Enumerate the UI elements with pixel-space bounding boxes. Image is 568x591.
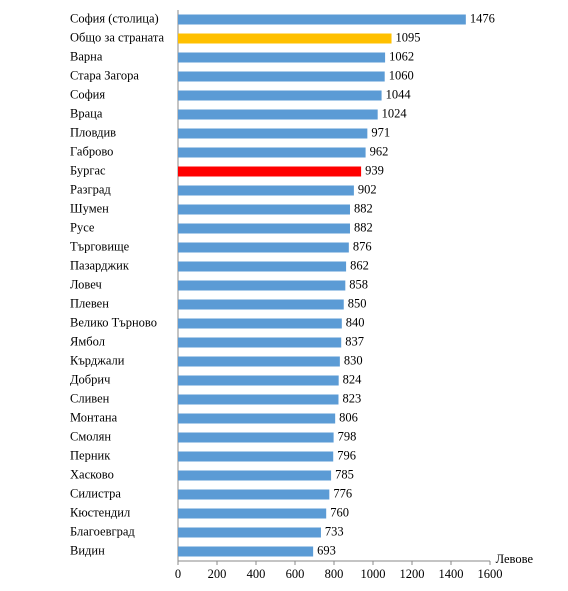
y-tick-label: Хасково <box>70 467 114 481</box>
y-tick-label: Ямбол <box>70 334 105 348</box>
bar <box>178 489 330 500</box>
y-tick-label: Благоевград <box>70 524 135 538</box>
y-tick-label: Силистра <box>70 486 121 500</box>
value-label: 1060 <box>389 68 414 82</box>
y-tick-label: Шумен <box>70 201 109 215</box>
bar <box>178 299 344 310</box>
value-label: 882 <box>354 201 373 215</box>
x-tick-label: 1600 <box>478 567 503 581</box>
value-label: 823 <box>342 391 361 405</box>
x-tick-label: 1000 <box>361 567 386 581</box>
bar <box>178 413 336 424</box>
bar <box>178 223 350 234</box>
bar <box>178 166 362 177</box>
value-label: 837 <box>345 334 364 348</box>
bar <box>178 451 334 462</box>
bar <box>178 470 332 481</box>
value-label: 830 <box>344 353 363 367</box>
x-tick-label: 0 <box>175 567 181 581</box>
y-tick-label: Враца <box>70 106 103 120</box>
value-label: 1044 <box>386 87 412 101</box>
value-label: 760 <box>330 505 349 519</box>
value-label: 876 <box>353 239 372 253</box>
value-label: 785 <box>335 467 354 481</box>
y-tick-label: Сливен <box>70 391 110 405</box>
value-label: 962 <box>370 144 389 158</box>
value-label: 840 <box>346 315 365 329</box>
y-tick-label: София (столица) <box>70 11 159 25</box>
x-axis-label: Левове <box>496 552 534 566</box>
value-label: 824 <box>343 372 363 386</box>
y-tick-label: Пловдив <box>70 125 116 139</box>
bar <box>178 33 392 44</box>
y-tick-label: Видин <box>70 543 105 557</box>
y-tick-label: Бургас <box>70 163 106 177</box>
x-tick-label: 1400 <box>439 567 464 581</box>
y-tick-label: Велико Търново <box>70 315 157 329</box>
value-label: 862 <box>350 258 369 272</box>
value-label: 902 <box>358 182 377 196</box>
y-tick-label: Перник <box>70 448 111 462</box>
y-tick-label: Русе <box>70 220 95 234</box>
value-label: 939 <box>365 163 384 177</box>
value-label: 1095 <box>396 30 421 44</box>
bar <box>178 508 327 519</box>
bar <box>178 147 366 158</box>
value-label: 1476 <box>470 11 495 25</box>
bar <box>178 356 340 367</box>
y-tick-label: Варна <box>70 49 103 63</box>
value-label: 733 <box>325 524 344 538</box>
x-tick-label: 200 <box>208 567 227 581</box>
bar <box>178 546 314 557</box>
x-tick-label: 800 <box>325 567 344 581</box>
value-label: 850 <box>348 296 367 310</box>
value-label: 858 <box>349 277 368 291</box>
bar <box>178 204 350 215</box>
y-tick-label: Общо за страната <box>70 30 164 44</box>
bar <box>178 90 382 101</box>
value-label: 971 <box>371 125 390 139</box>
value-label: 776 <box>333 486 352 500</box>
bar <box>178 71 385 82</box>
value-label: 796 <box>337 448 356 462</box>
bar <box>178 527 321 538</box>
value-label: 798 <box>338 429 357 443</box>
value-label: 882 <box>354 220 373 234</box>
x-tick-label: 1200 <box>400 567 425 581</box>
y-tick-label: Търговище <box>70 239 130 253</box>
bar <box>178 128 368 139</box>
bar <box>178 242 349 253</box>
bar <box>178 375 339 386</box>
y-tick-label: Разград <box>70 182 111 196</box>
bar <box>178 52 386 63</box>
y-tick-label: Кюстендил <box>70 505 130 519</box>
y-tick-label: Монтана <box>70 410 118 424</box>
bar <box>178 14 466 25</box>
bar <box>178 337 342 348</box>
bar <box>178 394 339 405</box>
y-tick-label: Стара Загора <box>70 68 139 82</box>
y-tick-label: Габрово <box>70 144 113 158</box>
y-tick-label: Смолян <box>70 429 111 443</box>
value-label: 1024 <box>382 106 408 120</box>
bar <box>178 185 354 196</box>
y-tick-label: Плевен <box>70 296 109 310</box>
bar <box>178 432 334 443</box>
x-tick-label: 400 <box>247 567 266 581</box>
value-label: 1062 <box>389 49 414 63</box>
bar <box>178 261 347 272</box>
bar <box>178 109 378 120</box>
bar <box>178 280 346 291</box>
y-tick-label: Добрич <box>70 372 110 386</box>
y-tick-label: Кърджали <box>70 353 125 367</box>
bar <box>178 318 342 329</box>
y-tick-label: Ловеч <box>70 277 102 291</box>
value-label: 806 <box>339 410 358 424</box>
y-tick-label: София <box>70 87 105 101</box>
value-label: 693 <box>317 543 336 557</box>
y-tick-label: Пазарджик <box>70 258 130 272</box>
x-tick-label: 600 <box>286 567 305 581</box>
